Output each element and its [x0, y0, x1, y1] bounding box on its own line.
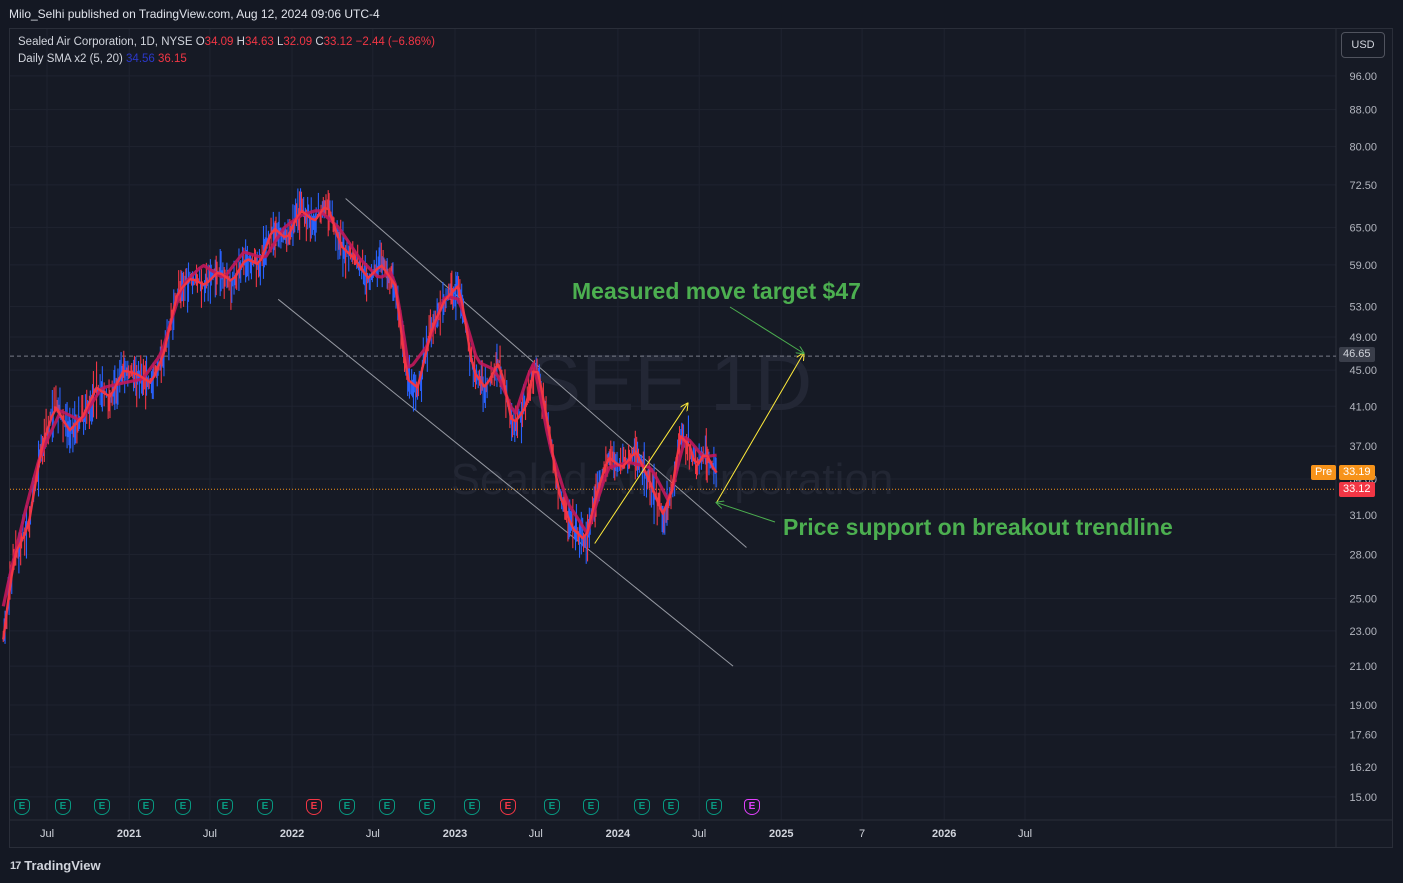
price-tick-label: 23.00	[1349, 626, 1377, 638]
projection-arrow	[716, 353, 804, 503]
time-tick-label: Jul	[366, 828, 380, 840]
earnings-marker[interactable]: E	[339, 799, 355, 815]
price-tick-label: 45.00	[1349, 365, 1377, 377]
sma20-line	[1, 209, 717, 607]
earnings-marker[interactable]: E	[663, 799, 679, 815]
projection-arrow	[594, 403, 688, 544]
sma5-line	[2, 206, 718, 640]
price-tick-label: 17.60	[1349, 730, 1377, 742]
price-tick-label: 19.00	[1349, 700, 1377, 712]
currency-button[interactable]: USD	[1341, 32, 1385, 58]
legend-close-label: C	[315, 36, 324, 48]
time-tick-label: Jul	[1018, 828, 1032, 840]
earnings-marker[interactable]: E	[138, 799, 154, 815]
time-tick-label: Jul	[40, 828, 54, 840]
price-tick-label: 65.00	[1349, 222, 1377, 234]
earnings-marker[interactable]: E	[464, 799, 480, 815]
time-tick-label: 2023	[443, 828, 467, 840]
earnings-marker[interactable]: E	[379, 799, 395, 815]
earnings-marker[interactable]: E	[583, 799, 599, 815]
chart-frame[interactable]	[9, 28, 1393, 848]
time-tick-label: 2021	[117, 828, 141, 840]
earnings-marker[interactable]: E	[744, 799, 760, 815]
projection-arrows	[594, 306, 804, 544]
earnings-marker[interactable]: E	[94, 799, 110, 815]
chart-grid	[10, 29, 1392, 848]
published-header: Milo_Selhi published on TradingView.com,…	[0, 0, 1403, 28]
watermark-ticker: SEE 1D	[528, 338, 813, 427]
premarket-label: Pre	[1311, 465, 1337, 480]
target-pointer-arrow	[729, 306, 804, 353]
earnings-marker[interactable]: E	[706, 799, 722, 815]
price-tick-label: 28.00	[1349, 549, 1377, 561]
earnings-marker[interactable]: E	[634, 799, 650, 815]
price-tick-label: 96.00	[1349, 71, 1377, 83]
legend-open-value: 34.09	[204, 36, 234, 48]
time-tick-label: 2026	[932, 828, 956, 840]
symbol-watermark: SEE 1D Sealed Air Corporation	[451, 338, 894, 504]
chart-legend: Sealed Air Corporation, 1D, NYSE O34.09 …	[18, 34, 435, 68]
price-tick-label: 31.00	[1349, 510, 1377, 522]
earnings-marker[interactable]: E	[55, 799, 71, 815]
earnings-marker[interactable]: E	[419, 799, 435, 815]
price-tick-label: 25.00	[1349, 593, 1377, 605]
price-tick-label: 15.00	[1349, 792, 1377, 804]
earnings-marker[interactable]: E	[14, 799, 30, 815]
support-pointer-arrow	[717, 503, 776, 523]
legend-indicator-row[interactable]: Daily SMA x2 (5, 20) 34.56 36.15	[18, 51, 435, 68]
time-tick-label: 2025	[769, 828, 793, 840]
price-axis: 96.00 88.00 80.00 72.50 65.00 59.00 53.00 49.00…	[1349, 71, 1377, 804]
price-tick-label: 21.00	[1349, 661, 1377, 673]
legend-low-label: L	[276, 36, 284, 48]
time-tick-label: 2022	[280, 828, 304, 840]
time-tick-label: Jul	[529, 828, 543, 840]
legend-high-value: 34.63	[244, 36, 274, 48]
earnings-marker[interactable]: E	[306, 799, 322, 815]
tradingview-brand: TradingView	[24, 858, 101, 873]
legend-symbol[interactable]: Sealed Air Corporation, 1D, NYSE	[18, 36, 193, 48]
tradingview-logo[interactable]: 17 TradingView	[10, 858, 101, 873]
watermark-company: Sealed Air Corporation	[451, 455, 894, 504]
annotation-support[interactable]: Price support on breakout trendline	[783, 514, 1173, 540]
target-level-tag: 46.65	[1339, 347, 1375, 362]
legend-sma20-value: 36.15	[158, 53, 187, 65]
price-tick-label: 16.20	[1349, 762, 1377, 774]
legend-high-label: H	[236, 36, 245, 48]
price-tick-label: 53.00	[1349, 302, 1377, 314]
time-tick-label: Jul	[692, 828, 706, 840]
channel-trendline	[277, 298, 734, 667]
price-tick-label: 59.00	[1349, 260, 1377, 272]
earnings-marker[interactable]: E	[257, 799, 273, 815]
legend-change: −2.44 (−6.86%)	[355, 36, 435, 48]
earnings-marker[interactable]: E	[500, 799, 516, 815]
earnings-marker[interactable]: E	[544, 799, 560, 815]
legend-close-value: 33.12	[323, 36, 353, 48]
price-tick-label: 37.00	[1349, 441, 1377, 453]
premarket-price-tag: 33.19	[1339, 465, 1375, 480]
price-tick-label: 80.00	[1349, 142, 1377, 154]
price-tick-label: 72.50	[1349, 180, 1377, 192]
legend-open-label: O	[195, 36, 205, 48]
time-tick-label: 7	[859, 828, 865, 840]
price-tick-label: 49.00	[1349, 332, 1377, 344]
price-tick-label: 88.00	[1349, 105, 1377, 117]
earnings-marker[interactable]: E	[217, 799, 233, 815]
footer	[0, 850, 1403, 883]
time-axis: Jul 2021 Jul 2022 Jul 2023 Jul 2024 Jul 2025 7 2026…	[40, 828, 1032, 840]
time-tick-label: 2024	[606, 828, 631, 840]
tradingview-logo-icon: 17	[10, 859, 21, 872]
legend-sma5-value: 34.56	[126, 53, 155, 65]
annotation-target[interactable]: Measured move target $47	[572, 278, 861, 304]
earnings-marker[interactable]: E	[175, 799, 191, 815]
published-line: Milo_Selhi published on TradingView.com,…	[9, 7, 380, 21]
legend-symbol-row[interactable]: Sealed Air Corporation, 1D, NYSE O34.09 …	[18, 34, 435, 51]
legend-low-value: 32.09	[283, 36, 313, 48]
price-tick-label: 41.00	[1349, 401, 1377, 413]
last-price-tag: 33.12	[1339, 482, 1375, 497]
legend-indicator-name[interactable]: Daily SMA x2 (5, 20)	[18, 53, 123, 65]
time-tick-label: Jul	[203, 828, 217, 840]
sma-lines	[1, 206, 718, 640]
